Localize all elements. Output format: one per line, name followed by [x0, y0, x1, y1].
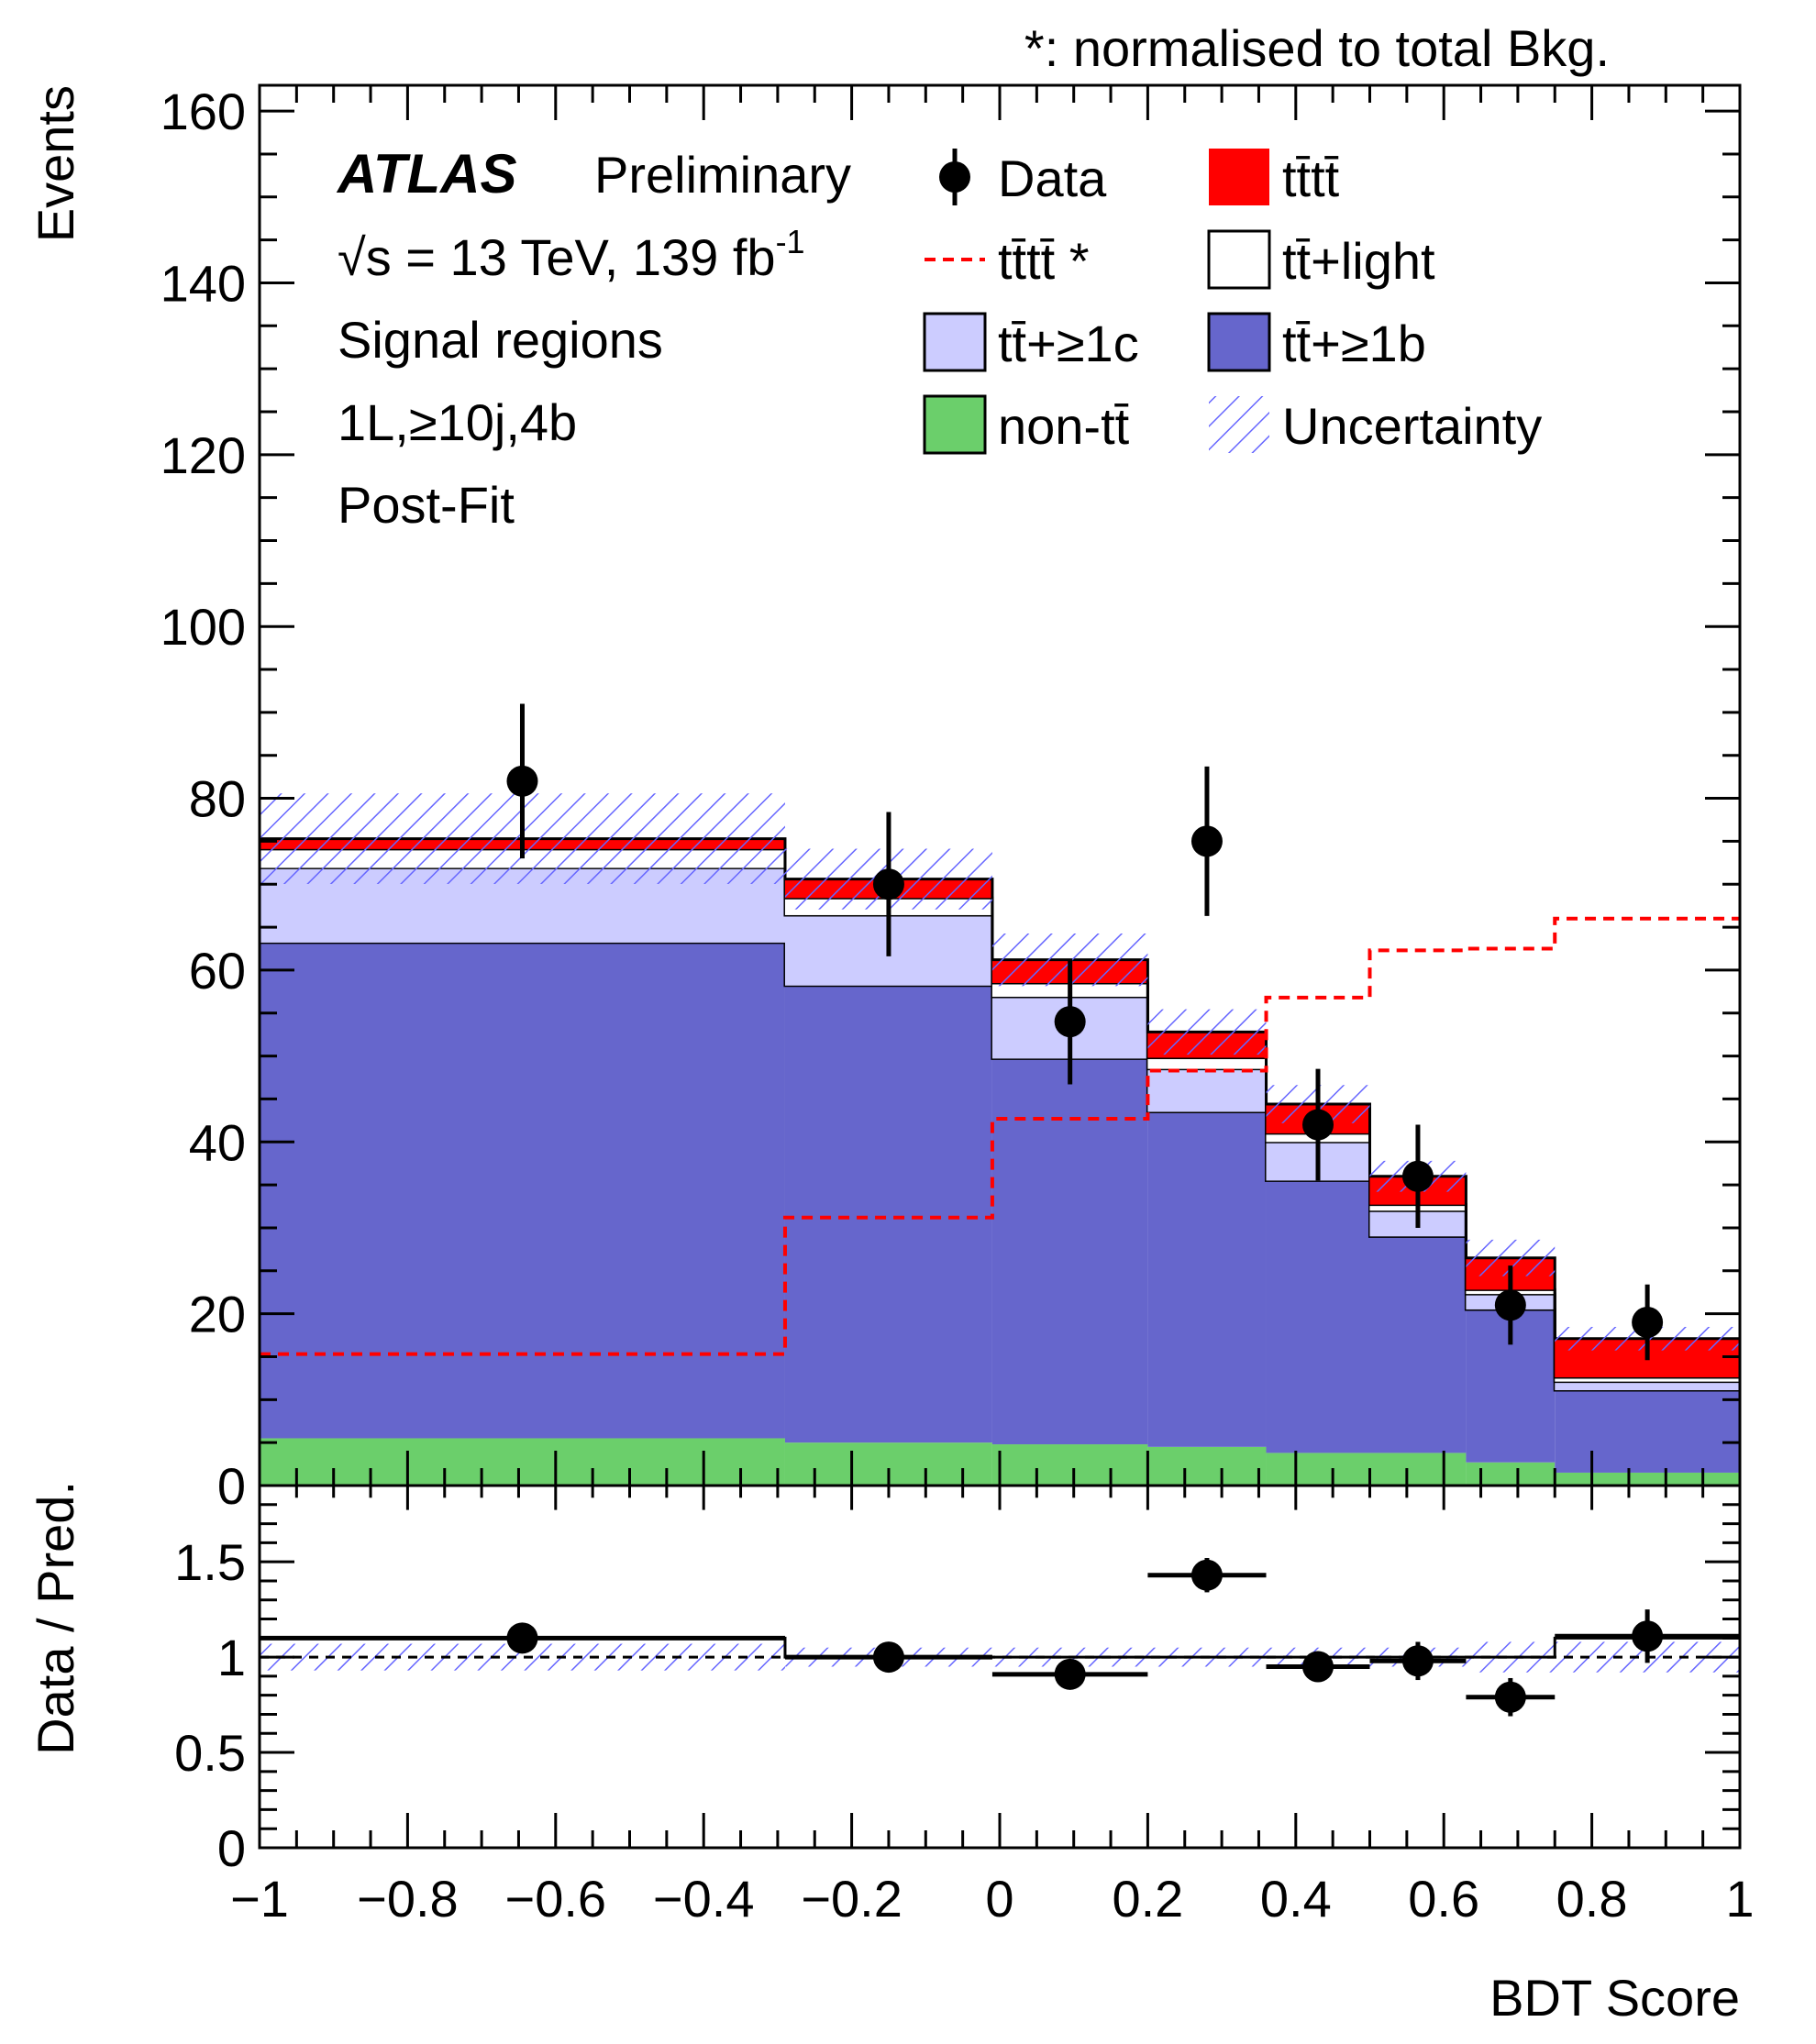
y-tick-label: 100: [161, 598, 246, 656]
ratio-point: [1190, 1559, 1223, 1591]
legend-label: Uncertainty: [1282, 397, 1542, 455]
legend-swatch-fill: [923, 394, 987, 455]
ratio-panel-content: [260, 1558, 1740, 1717]
data-point: [1401, 1160, 1434, 1192]
ratio-mc-line: [260, 1636, 1740, 1659]
series-1-bar: [784, 985, 992, 1443]
ratio-y-tick-label: 0: [217, 1819, 246, 1877]
series-0-bar: [1466, 1462, 1556, 1486]
ratio-y-axis-title: Data / Pred.: [27, 1481, 84, 1755]
legend-swatch-hatch: [1209, 396, 1269, 453]
y-tick-label: 140: [161, 254, 246, 312]
ratio-point: [1494, 1681, 1526, 1713]
data-point: [872, 868, 904, 900]
top-note: *: normalised to total Bkg.: [1024, 19, 1610, 77]
lumi-exponent: -1: [776, 223, 805, 260]
ratio-point: [1401, 1645, 1434, 1677]
legend-label: tt̄tt̄: [1282, 149, 1340, 207]
x-tick-label: 1: [1725, 1870, 1754, 1928]
legend-swatch-fill: [1207, 229, 1271, 290]
series-0-bar: [1555, 1472, 1740, 1486]
energy-lumi-label: √s = 13 TeV, 139 fb-1: [338, 223, 805, 286]
series-0-bar: [1147, 1446, 1267, 1486]
y-axis-title: Events: [27, 85, 84, 242]
data-point: [1190, 825, 1223, 857]
y-tick-label: 20: [189, 1286, 246, 1343]
legend-label: tt̄+≥1b: [1282, 315, 1426, 372]
legend-label: non-tt̄: [998, 397, 1130, 455]
info-block: ATLAS Preliminary √s = 13 TeV, 139 fb-1 …: [336, 143, 851, 534]
ratio-point: [506, 1622, 538, 1654]
axis-ticks: −1 −0.8 −0.6 −0.4 −0.2 0 0.2 0.4 0.6 0.8 1 0 20 40 60 8…: [161, 83, 1755, 1928]
legend-swatch-fill: [1209, 149, 1269, 205]
x-tick-label: 0.2: [1112, 1870, 1183, 1928]
x-tick-label: −0.6: [505, 1870, 607, 1928]
series-0-bar: [1369, 1453, 1467, 1486]
data-point: [1054, 1006, 1086, 1038]
selection-label: 1L,≥10j,4b: [338, 393, 577, 451]
energy-lumi-text: √s = 13 TeV, 139 fb: [338, 228, 776, 286]
atlas-label: ATLAS: [336, 143, 517, 204]
legend-label: tt̄+light: [1282, 232, 1435, 290]
ratio-y-tick-label: 1.5: [174, 1533, 246, 1591]
data-point: [1494, 1289, 1526, 1321]
series-1-bar: [1555, 1390, 1740, 1473]
series-2-bar: [1147, 1068, 1267, 1112]
series-0-bar: [1266, 1453, 1370, 1486]
legend-swatch-data: [939, 161, 970, 193]
main-data-points: [506, 703, 1664, 1361]
series-1-bar: [991, 1058, 1148, 1445]
x-tick-label: −1: [230, 1870, 289, 1928]
series-1-bar: [1266, 1180, 1370, 1453]
y-tick-label: 80: [189, 770, 246, 828]
legend: Data tt̄tt̄ tt̄tt̄ * tt̄+light tt̄+≥1c tt̄+≥1…: [923, 149, 1542, 455]
ratio-point: [872, 1641, 904, 1674]
series-1-bar: [1147, 1111, 1267, 1447]
y-tick-label: 40: [189, 1113, 246, 1171]
y-tick-label: 160: [161, 83, 246, 140]
series-1-bar: [1369, 1236, 1467, 1453]
x-tick-label: −0.8: [357, 1870, 459, 1928]
x-axis-title: BDT Score: [1489, 1969, 1740, 2027]
ratio-point: [1054, 1658, 1086, 1690]
legend-label: tt̄tt̄ *: [998, 232, 1090, 290]
x-tick-label: 0.4: [1260, 1870, 1332, 1928]
signal-normalised-path: [260, 916, 1740, 1356]
x-tick-label: −0.2: [801, 1870, 902, 1928]
x-tick-label: 0.6: [1408, 1870, 1479, 1928]
series-1-bar: [260, 942, 785, 1439]
x-tick-label: 0.8: [1556, 1870, 1628, 1928]
y-tick-label: 120: [161, 426, 246, 484]
ratio-point: [1302, 1651, 1334, 1683]
data-point: [506, 765, 538, 797]
series-0-bar: [991, 1444, 1148, 1486]
ratio-point: [1632, 1620, 1664, 1652]
data-point: [1302, 1109, 1334, 1141]
series-3-bar: [1147, 1057, 1267, 1069]
uncertainty-band-bin: [1147, 1009, 1267, 1055]
x-tick-label: 0: [985, 1870, 1013, 1928]
x-tick-label: −0.4: [653, 1870, 755, 1928]
legend-label: Data: [998, 149, 1107, 207]
series-2-bar: [1555, 1381, 1740, 1391]
series-3-bar: [1555, 1376, 1740, 1382]
signal-normalised-line: [260, 916, 1740, 1356]
atlas-status: Preliminary: [594, 146, 851, 204]
ratio-y-tick-label: 0.5: [174, 1724, 246, 1782]
region-label: Signal regions: [338, 311, 663, 369]
y-tick-label: 60: [189, 942, 246, 1000]
fit-label: Post-Fit: [338, 476, 515, 534]
legend-label: tt̄+≥1c: [998, 315, 1139, 372]
legend-swatch-fill: [923, 312, 987, 372]
ratio-y-tick-label: 1: [217, 1629, 246, 1686]
data-point: [1632, 1307, 1664, 1339]
y-tick-label: 0: [217, 1457, 246, 1515]
legend-swatch-fill: [1207, 312, 1271, 372]
series-0-bar: [260, 1438, 785, 1486]
